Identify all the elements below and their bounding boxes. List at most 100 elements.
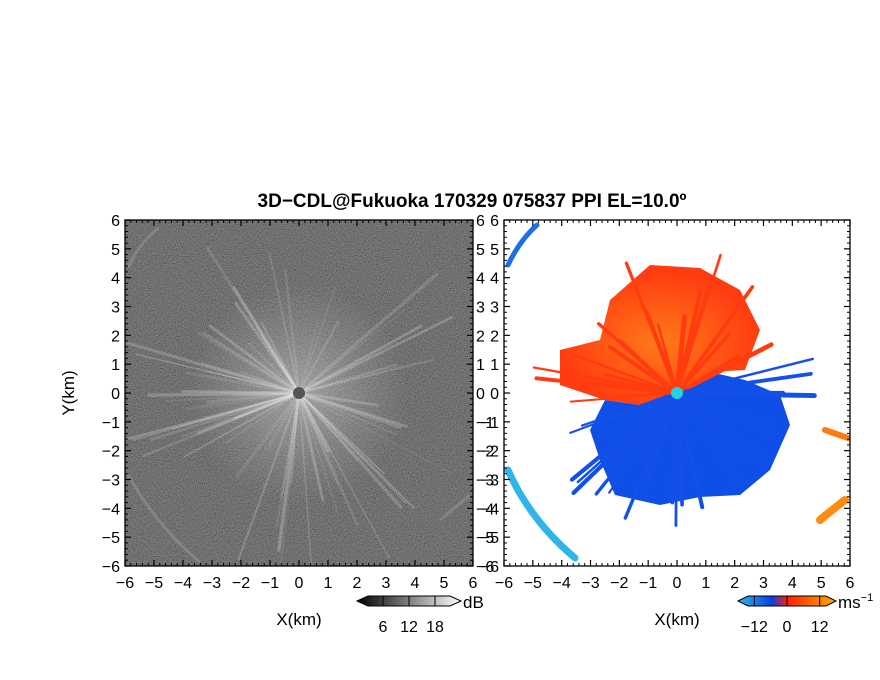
y-axis-label: Y(km) (59, 370, 78, 415)
colorbar-tick-label: 0 (783, 619, 792, 636)
y-tick-label: −3 (102, 473, 120, 490)
y-tick-label: −6 (481, 559, 499, 576)
y-tick-label: 3 (111, 300, 120, 317)
x-tick-label: −4 (174, 575, 192, 592)
x-tick-label: −1 (639, 575, 657, 592)
velocity-streak (587, 381, 679, 395)
velocity-streak (675, 332, 731, 395)
colorbar-tick-label: 6 (379, 619, 388, 636)
colorbar-tick-label: 12 (811, 619, 829, 636)
y-tick-label-right: 1 (476, 357, 485, 374)
x-tick-label: 1 (701, 575, 710, 592)
x-tick-label: −2 (610, 575, 628, 592)
x-tick-label: −4 (553, 575, 571, 592)
x-tick-label: −6 (116, 575, 134, 592)
radar-center-marker (293, 387, 305, 399)
velocity-streak (569, 391, 679, 403)
x-tick-label: 6 (469, 575, 478, 592)
velocity-center-marker (671, 387, 683, 399)
velocity-streak (674, 314, 688, 396)
velocity-streak (675, 391, 737, 472)
y-tick-label: −4 (481, 501, 499, 518)
velocity-streak (674, 390, 764, 460)
velocity-streak (675, 391, 772, 426)
y-tick-label-right: −1 (476, 415, 494, 432)
y-tick-label: −1 (102, 415, 120, 432)
x-tick-label: −5 (145, 575, 163, 592)
x-tick-label: −6 (495, 575, 513, 592)
velocity-streak (674, 391, 679, 527)
x-tick-label: 0 (673, 575, 682, 592)
x-tick-label: −3 (203, 575, 221, 592)
y-tick-label-right: 6 (476, 213, 485, 230)
y-tick-label: 1 (111, 357, 120, 374)
velocity-streak (580, 391, 679, 427)
x-axis-label-right: X(km) (654, 610, 699, 629)
y-tick-label: 2 (490, 328, 499, 345)
reflectivity-axes: −6 −5 −4 −3 −2 −1 0 1 2 3 4 5 66 65 54 43 32 21 10 0−1 −1−2−… (102, 213, 495, 592)
y-tick-label: 1 (490, 357, 499, 374)
x-tick-label: 0 (295, 575, 304, 592)
x-tick-label: −1 (261, 575, 279, 592)
colorbar-tick-label: 12 (400, 619, 418, 636)
velocity-rays (532, 253, 817, 527)
velocity-streak (675, 357, 814, 395)
y-tick-label: −2 (481, 444, 499, 461)
y-tick-label: −5 (481, 530, 499, 547)
y-tick-label-right: 4 (476, 271, 485, 288)
y-tick-label-right: −5 (476, 530, 494, 547)
x-tick-label: 4 (411, 575, 420, 592)
y-tick-label: −1 (481, 415, 499, 432)
velocity-streak (675, 354, 740, 395)
velocity-streak (675, 285, 755, 395)
x-tick-label: 2 (730, 575, 739, 592)
colorbar-tick-label: 18 (426, 619, 444, 636)
x-tick-label: −5 (524, 575, 542, 592)
x-tick-label: −3 (581, 575, 599, 592)
y-tick-label: 6 (111, 213, 120, 230)
x-tick-label: 4 (788, 575, 797, 592)
reflectivity-colorbar-unit: dB (463, 593, 484, 612)
y-tick-label-right: 2 (476, 328, 485, 345)
y-tick-label-right: −4 (476, 501, 494, 518)
x-tick-label: 3 (759, 575, 768, 592)
x-tick-label: 3 (382, 575, 391, 592)
y-tick-label: 5 (490, 242, 499, 259)
velocity-streak (608, 391, 679, 494)
velocity-clutter (504, 222, 850, 562)
x-tick-label: −2 (232, 575, 250, 592)
y-tick-label: −3 (481, 473, 499, 490)
clutter-arcs (126, 226, 471, 564)
x-tick-label: 6 (846, 575, 855, 592)
y-tick-label: 3 (490, 300, 499, 317)
x-tick-label: 5 (817, 575, 826, 592)
velocity-colorbar: −12 0 12 ms−1 (736, 592, 873, 636)
velocity-streak (675, 391, 705, 510)
velocity-streak (675, 280, 712, 395)
velocity-streak (675, 371, 813, 395)
velocity-colorbar-unit: ms−1 (838, 592, 873, 612)
y-tick-label: 6 (490, 213, 499, 230)
y-tick-label-right: −2 (476, 444, 494, 461)
velocity-streak (597, 390, 680, 438)
velocity-streak (675, 391, 772, 436)
y-tick-label-right: 5 (476, 242, 485, 259)
y-tick-label: 4 (490, 271, 499, 288)
figure-title: 3D−CDL@Fukuoka 170329 075837 PPI EL=10.0… (258, 191, 687, 212)
y-tick-label: 4 (111, 271, 120, 288)
y-tick-label: −4 (102, 501, 120, 518)
x-tick-label: 2 (353, 575, 362, 592)
colorbar-tick-label: −12 (741, 619, 768, 636)
velocity-streak (642, 390, 680, 492)
y-tick-label: −5 (102, 530, 120, 547)
velocity-streak (597, 322, 679, 395)
x-tick-label: 5 (440, 575, 449, 592)
y-tick-label: 0 (490, 386, 499, 403)
y-tick-label: −6 (102, 559, 120, 576)
reflectivity-panel: −6 −5 −4 −3 −2 −1 0 1 2 3 4 5 66 65 54 43 32 21 10 0−1 −1−2−… (59, 213, 494, 636)
y-tick-label: 2 (111, 328, 120, 345)
y-tick-label-right: 3 (476, 300, 485, 317)
y-tick-label: 0 (111, 386, 120, 403)
